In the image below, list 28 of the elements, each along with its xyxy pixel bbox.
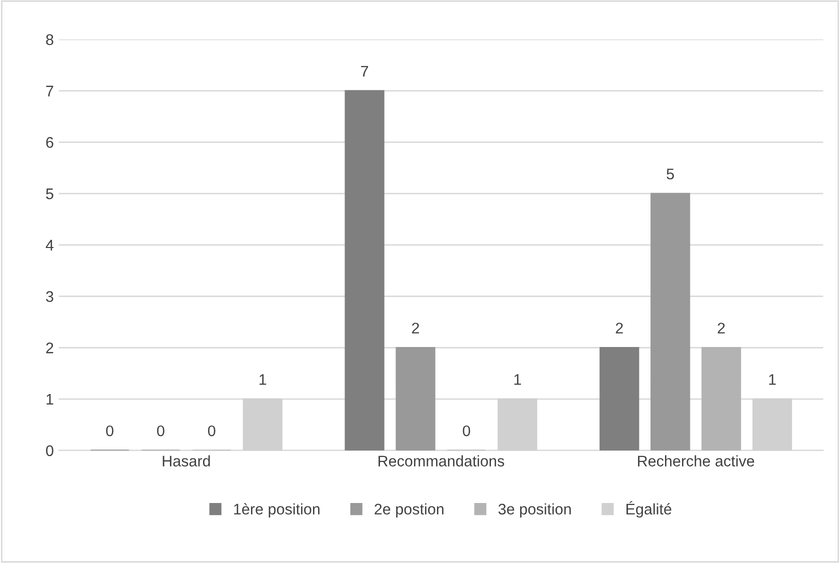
x-tick-label: Recherche active [638,455,754,466]
legend-label: Égalité [626,501,672,518]
x-tick-label: Recommandations [378,455,504,466]
data-label: 2 [718,322,725,334]
data-label: 0 [462,425,470,436]
data-label: 1 [769,374,776,385]
data-label: 2 [616,322,623,334]
legend-label: 1ère position [234,503,320,518]
data-label: 1 [514,374,521,385]
data-label: 0 [106,425,114,436]
data-label: 2 [412,322,419,334]
y-tick-label: 3 [46,291,54,302]
y-tick-label: 8 [46,34,54,46]
data-label: 1 [260,374,266,385]
y-tick-label: 1 [46,394,54,405]
data-label: 5 [666,168,674,180]
legend-label: 3e position [498,503,571,518]
y-tick-label: 2 [46,342,54,354]
y-tick-label: 5 [46,188,54,200]
legend-label: 2e postion [374,503,444,518]
data-label: 0 [157,425,164,436]
y-tick-label: 4 [46,240,54,250]
y-tick-label: 6 [46,137,54,148]
data-label: 7 [361,66,368,77]
x-tick-label: Hasard [162,455,210,466]
y-tick-label: 7 [46,86,54,96]
y-tick-label: 0 [46,445,54,456]
data-label: 0 [208,425,216,436]
